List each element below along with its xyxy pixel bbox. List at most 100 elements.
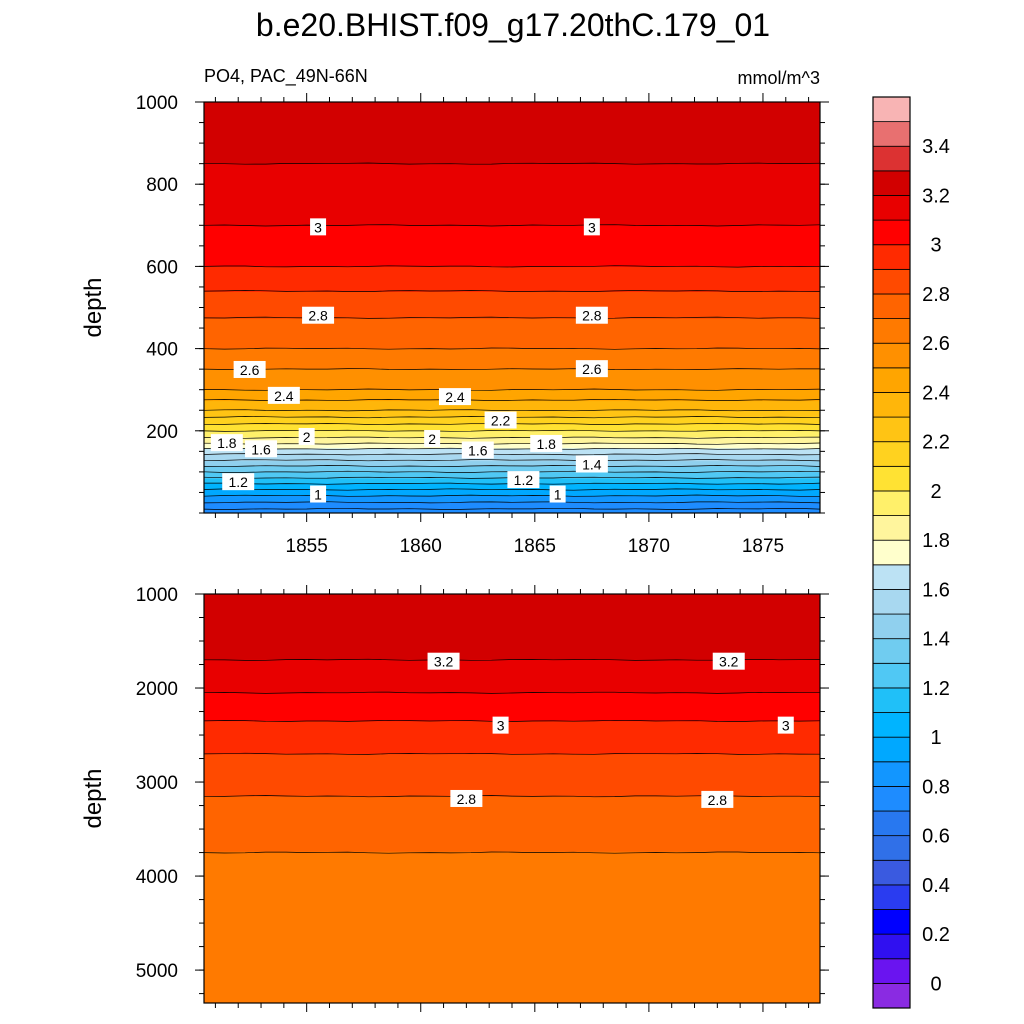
upper-band (204, 185, 820, 188)
lower-band (204, 615, 820, 618)
lower-band (204, 990, 820, 993)
upper-band (204, 194, 820, 198)
upper-band (204, 101, 820, 104)
upper-contour-line (204, 162, 821, 165)
lower-band (204, 787, 820, 790)
lower-band (204, 859, 820, 862)
lower-band (204, 695, 820, 699)
lower-band (204, 788, 820, 791)
upper-band (204, 368, 820, 372)
upper-band (204, 435, 820, 438)
upper-band (204, 228, 820, 231)
lower-band (204, 842, 820, 845)
lower-band (204, 645, 820, 648)
upper-band (204, 362, 820, 365)
lower-band (204, 979, 820, 982)
upper-y-tick-label: 400 (146, 340, 178, 361)
colorbar-swatch (872, 416, 911, 443)
upper-band (204, 386, 820, 389)
lower-band (204, 975, 820, 979)
upper-contour-line (203, 290, 821, 292)
lower-band (204, 903, 820, 906)
lower-band (204, 703, 820, 706)
upper-band (204, 199, 820, 202)
upper-band (204, 250, 820, 253)
upper-band (204, 122, 820, 125)
lower-band (204, 807, 820, 810)
upper-band (204, 493, 820, 496)
lower-band (204, 960, 820, 963)
upper-band (204, 441, 820, 444)
colorbar-label: 2 (930, 481, 941, 503)
lower-band (204, 988, 820, 991)
upper-band (204, 191, 820, 194)
upper-band (204, 504, 820, 507)
lower-band (204, 614, 820, 617)
upper-band (204, 438, 820, 441)
lower-band (204, 925, 820, 928)
lower-band (204, 762, 820, 765)
upper-band (204, 408, 820, 411)
lower-band (204, 681, 820, 684)
lower-band (204, 817, 820, 820)
upper-band (204, 253, 820, 256)
upper-contour-line (203, 465, 821, 468)
lower-band (204, 886, 820, 889)
colorbar-swatch (872, 958, 911, 984)
lower-band (204, 626, 820, 629)
upper-band (204, 436, 820, 440)
upper-band (204, 168, 820, 171)
upper-band (204, 364, 820, 367)
upper-contour-line (203, 224, 821, 227)
lower-band (204, 744, 820, 747)
upper-x-tick-label: 1855 (286, 536, 328, 557)
lower-band (204, 611, 820, 614)
upper-band (204, 239, 820, 242)
lower-band (204, 639, 820, 642)
upper-band (204, 258, 820, 261)
upper-band (204, 283, 820, 286)
upper-band (204, 406, 820, 409)
lower-band (204, 955, 820, 958)
upper-band (204, 221, 820, 225)
colorbar-swatch (872, 96, 911, 123)
colorbar-swatch (872, 613, 911, 640)
upper-contour-label-bg (245, 440, 278, 458)
lower-band (204, 773, 820, 776)
lower-band (204, 864, 820, 867)
upper-contour-label: 1.8 (536, 436, 556, 452)
upper-band (204, 112, 820, 115)
lower-band (204, 982, 820, 985)
upper-band (204, 169, 820, 172)
lower-band (204, 911, 820, 914)
upper-band (204, 255, 820, 258)
upper-band (204, 495, 820, 498)
upper-y-tick-label: 600 (146, 257, 178, 278)
upper-band (204, 428, 820, 432)
lower-y-tick-label: 4000 (136, 867, 178, 888)
lower-contour-line (203, 752, 821, 755)
lower-band (204, 710, 820, 713)
lower-band (204, 883, 820, 886)
upper-band (204, 177, 820, 180)
upper-contour-line (203, 494, 820, 497)
lower-band (204, 942, 820, 946)
lower-band (204, 716, 820, 719)
upper-band (204, 161, 820, 164)
lower-band (204, 747, 820, 751)
lower-band (204, 667, 820, 670)
upper-contour-line (203, 398, 821, 401)
upper-band (204, 242, 820, 245)
colorbar-swatch (872, 539, 911, 566)
lower-band (204, 928, 820, 931)
upper-band (204, 403, 820, 406)
lower-band (204, 706, 820, 710)
lower-band (204, 824, 820, 828)
upper-band (204, 210, 820, 213)
lower-band (204, 971, 820, 974)
upper-band (204, 359, 820, 362)
lower-band (204, 961, 820, 964)
upper-contour-label: 2.2 (491, 413, 511, 429)
lower-band (204, 724, 820, 727)
upper-y-tick-label: 200 (146, 422, 178, 443)
